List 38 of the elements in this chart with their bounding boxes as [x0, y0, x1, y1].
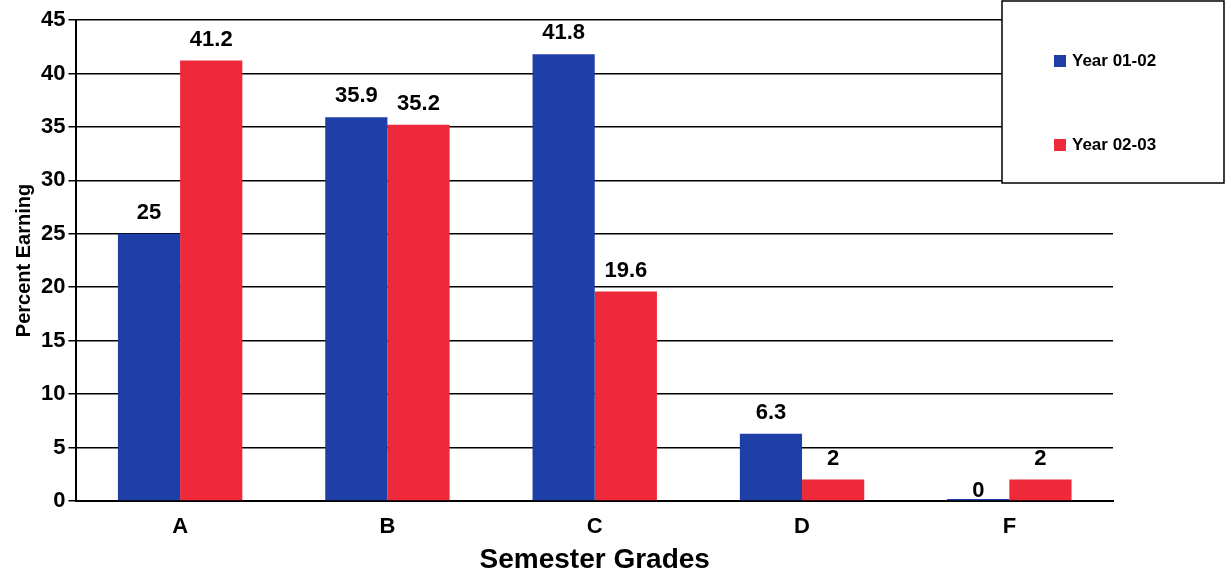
data-label: 0	[972, 477, 985, 502]
y-tick-label: 25	[40, 219, 66, 245]
y-tick-label: 35	[40, 112, 66, 138]
bar	[739, 433, 803, 501]
bar	[325, 117, 388, 501]
data-label: 25	[136, 198, 162, 224]
bar	[532, 54, 595, 501]
x-tick-label: B	[379, 513, 396, 539]
bar	[1009, 479, 1072, 501]
y-tick-label: 45	[40, 6, 66, 32]
y-tick-label: 15	[40, 326, 66, 352]
legend-label: Year 02-03	[1072, 134, 1157, 154]
y-tick-label: 30	[40, 166, 66, 192]
legend-label: Year 01-02	[1072, 50, 1157, 70]
y-tick-label: 40	[40, 59, 66, 85]
y-tick-label: 20	[40, 273, 66, 299]
data-label: 35.2	[397, 89, 440, 115]
bar	[387, 124, 450, 501]
y-tick-label: 0	[53, 487, 66, 513]
x-tick-label: C	[586, 513, 603, 539]
bar	[802, 479, 865, 501]
data-label: 19.6	[604, 256, 648, 282]
x-axis-title: Semester Grades	[479, 542, 710, 574]
x-tick-label: F	[1002, 513, 1017, 539]
x-tick-label: D	[794, 513, 810, 539]
data-label: 35.9	[334, 82, 378, 108]
data-label: 6.3	[755, 398, 787, 424]
bar	[117, 233, 181, 501]
x-tick-label: A	[172, 513, 189, 539]
y-tick-label: 5	[53, 433, 66, 459]
bar	[180, 60, 243, 501]
data-label: 2	[1034, 444, 1047, 470]
data-label: 41.8	[542, 19, 586, 45]
data-label: 41.2	[189, 25, 233, 51]
y-tick-label: 10	[40, 380, 66, 406]
data-label: 2	[827, 444, 840, 470]
y-axis-title: Percent Earning	[11, 183, 34, 338]
bar	[594, 291, 657, 501]
